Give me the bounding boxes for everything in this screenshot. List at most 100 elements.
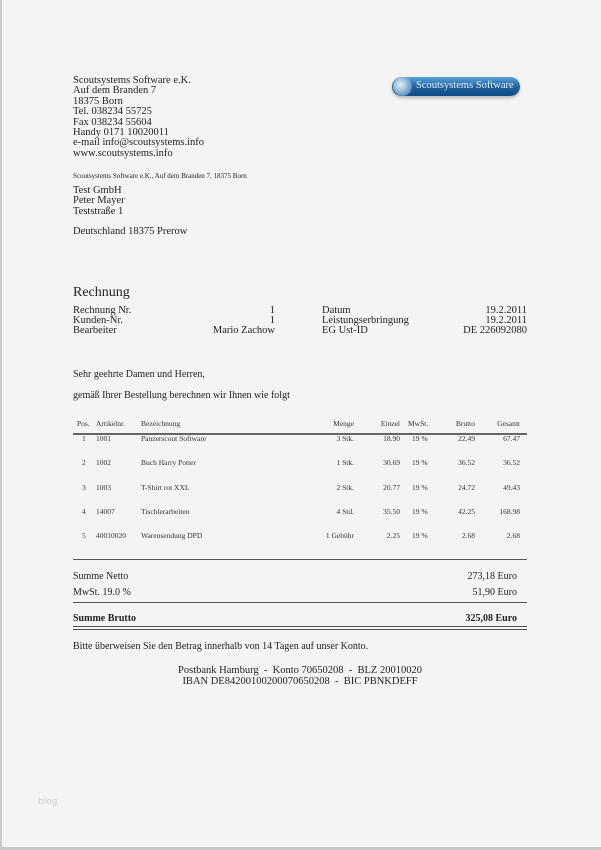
cell-desc: T-Shirt rot XXL [141, 482, 190, 492]
info-label: Kunden-Nr. [73, 315, 123, 326]
cell-unit: 20.77 [383, 482, 400, 492]
gross-label: Summe Brutto [73, 613, 137, 624]
info-label: Datum [322, 305, 351, 316]
bank-details: Postbank Hamburg - Konto 70650208 - BLZ … [73, 665, 527, 687]
cell-pos: 2 [82, 458, 86, 468]
table-header-divider [73, 433, 527, 435]
company-logo: Scoutsystems Software [392, 77, 520, 96]
net-value: 273,18 Euro [467, 571, 517, 582]
watermark: blog [38, 797, 58, 807]
invoice-title: Rechnung [73, 285, 130, 300]
globe-icon [393, 77, 412, 96]
cell-vat: 19 % [412, 531, 428, 541]
cell-vat: 19 % [412, 434, 428, 443]
sender-line: Auf dem Branden 7 [73, 85, 157, 97]
cell-total: 2.68 [506, 531, 520, 541]
cell-art: 14007 [96, 506, 115, 516]
sender-line: Scoutsystems Software e.K. [73, 75, 191, 86]
cell-vat: 19 % [412, 506, 428, 516]
vat-value: 51,90 Euro [472, 587, 517, 598]
table-header: Pos. Artikelnr. Bezeichnung Menge Einzel… [73, 419, 527, 429]
bank-line: IBAN DE84200100200070650208 - BIC PBNKDE… [182, 676, 418, 687]
cell-qty: 1 Stk. [336, 458, 354, 468]
totals-divider [73, 602, 527, 603]
info-label: EG Ust-ID [322, 325, 368, 336]
cell-art: 1003 [96, 482, 111, 492]
double-line-bottom [73, 629, 527, 630]
gross-value: 325,08 Euro [465, 613, 518, 624]
cell-pos: 1 [82, 434, 86, 443]
info-value: DE 226092080 [463, 325, 527, 336]
sender-line: Tel. 038234 55725 [73, 106, 152, 118]
cell-vat: 19 % [412, 482, 428, 492]
cell-unit: 2.25 [386, 531, 400, 541]
col-pos: Pos. [77, 419, 90, 428]
bank-line: Postbank Hamburg - Konto 70650208 - BLZ … [178, 665, 422, 676]
info-value: Mario Zachow [212, 325, 275, 336]
table-row: 5 40010020 Warensendung DPD 1 Gebühr 2.25 19 … [73, 531, 527, 541]
cell-qty: 3 Stk. [336, 434, 354, 443]
cell-art: 1002 [96, 458, 111, 468]
cell-vat: 19 % [412, 458, 428, 468]
cell-total: 49.43 [503, 482, 520, 492]
sender-address: Scoutsystems Software e.K. Auf dem Brand… [73, 75, 204, 159]
cell-total: 168.98 [499, 506, 520, 516]
info-value: 19.2.2011 [485, 315, 527, 326]
cell-unit: 18.90 [383, 434, 400, 443]
table-bottom-divider [73, 559, 527, 560]
col-total: Gesamt [497, 419, 520, 428]
cell-unit: 35.50 [383, 506, 400, 516]
col-desc: Bezeichnung [141, 419, 181, 428]
intro-text: gemäß Ihrer Bestellung berechnen wir Ihn… [73, 390, 290, 401]
cell-desc: Tischlerarbeiten [141, 506, 190, 516]
sender-line: Fax 038234 55604 [73, 116, 152, 128]
info-label: Rechnung Nr. [73, 305, 132, 316]
table-row: 1 1001 Panzerscout Software 3 Stk. 18.90 19 %… [73, 434, 527, 444]
cell-qty: 4 Std. [336, 506, 354, 516]
info-value: 1 [269, 315, 275, 326]
cell-pos: 3 [82, 482, 86, 492]
double-line-top [73, 626, 527, 627]
cell-unit: 30.69 [383, 458, 400, 468]
recipient-country: Deutschland 18375 Prerow [73, 226, 188, 237]
recipient-address: Test GmbH Peter Mayer Teststraße 1 [73, 185, 125, 217]
col-unit: Einzel [380, 419, 400, 428]
recipient-line: Peter Mayer [73, 195, 125, 207]
cell-desc: Buch Harry Potter [141, 458, 196, 468]
info-row: Bearbeiter Mario Zachow EG Ust-ID DE 226… [73, 325, 527, 336]
cell-pos: 4 [82, 506, 86, 516]
table-row: 2 1002 Buch Harry Potter 1 Stk. 30.69 19 % 36.… [73, 458, 527, 468]
table-row: 4 14007 Tischlerarbeiten 4 Std. 35.50 19 % 42.… [73, 507, 527, 517]
info-value: 1 [269, 305, 275, 316]
info-label: Leistungserbringung [322, 315, 409, 326]
col-gross: Brutto [455, 419, 475, 428]
recipient-line: Teststraße 1 [73, 205, 124, 217]
info-value: 19.2.2011 [485, 305, 527, 316]
col-qty: Menge [333, 419, 354, 428]
sender-line: e-mail info@scoutsystems.info [73, 137, 204, 149]
cell-qty: 2 Stk. [336, 482, 354, 492]
greeting: Sehr geehrte Damen und Herren, [73, 369, 205, 380]
cell-gross: 22.49 [458, 434, 475, 443]
cell-desc: Panzerscout Software [141, 434, 207, 443]
table-row: 3 1003 T-Shirt rot XXL 2 Stk. 20.77 19 % 24.72… [73, 483, 527, 493]
info-label: Bearbeiter [73, 325, 117, 336]
logo-text: Scoutsystems Software [416, 80, 514, 91]
return-address: Scoutsystems Software e.K., Auf dem Bran… [73, 172, 247, 180]
sender-line: 18375 Born [73, 95, 123, 107]
cell-art: 40010020 [96, 531, 126, 541]
cell-gross: 2.68 [461, 531, 475, 541]
cell-art: 1001 [96, 434, 111, 443]
cell-gross: 24.72 [458, 482, 475, 492]
info-row: Rechnung Nr. 1 Datum 19.2.2011 [73, 305, 527, 316]
cell-qty: 1 Gebühr [325, 531, 354, 541]
cell-total: 36.52 [503, 458, 520, 468]
info-row: Kunden-Nr. 1 Leistungserbringung 19.2.20… [73, 315, 527, 326]
cell-gross: 42.25 [458, 506, 475, 516]
sender-line: www.scoutsystems.info [73, 147, 173, 159]
sender-line: Handy 0171 10020011 [73, 127, 169, 139]
cell-gross: 36.52 [458, 458, 475, 468]
recipient-line: Test GmbH [73, 185, 122, 196]
col-art: Artikelnr. [96, 419, 125, 428]
